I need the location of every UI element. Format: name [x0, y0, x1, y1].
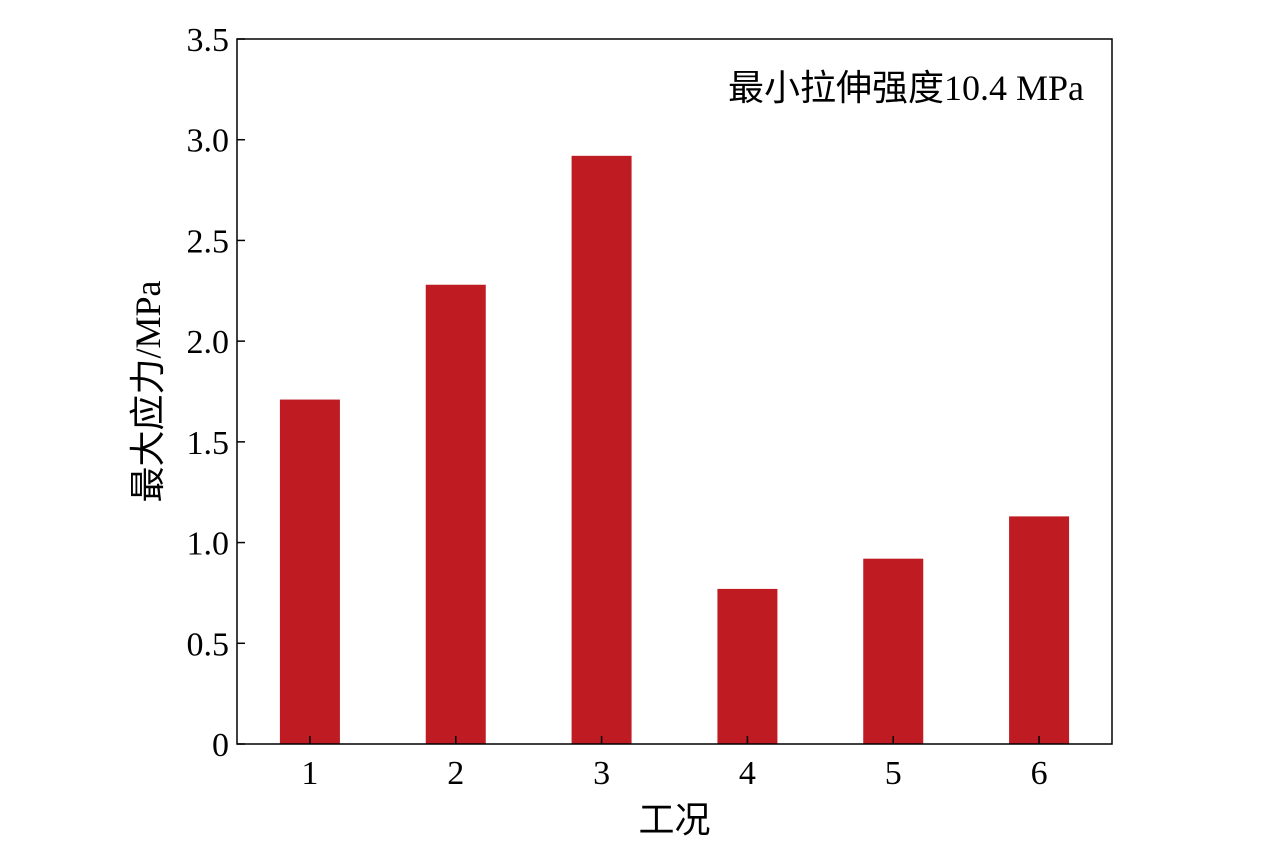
- x-tick-label: 5: [885, 755, 902, 792]
- plot-frame: [236, 38, 1113, 745]
- axes-layer: [236, 38, 1113, 745]
- annotation-min-tensile-strength: 最小拉伸强度10.4 MPa: [728, 68, 1084, 108]
- y-tick-label: 3.0: [187, 123, 230, 160]
- bars-layer: [279, 155, 1070, 744]
- labels-layer: 0 0.5 1.0 1.5 2.0 2.5 3.0 3.5 1 2 3 4 5 6 工况 最大应力/MPa 最小…: [128, 22, 1084, 840]
- x-tick-label: 4: [739, 755, 756, 792]
- bar-3: [571, 155, 632, 744]
- x-tick-label: 1: [301, 755, 318, 792]
- x-tick-label: 2: [447, 755, 464, 792]
- y-tick-label: 2.0: [187, 324, 230, 361]
- bar-5: [863, 558, 924, 744]
- y-tick-label: 1.0: [187, 526, 230, 563]
- x-tick-label: 6: [1031, 755, 1048, 792]
- y-tick-label: 3.5: [187, 22, 230, 59]
- bar-6: [1009, 516, 1070, 744]
- y-tick-label: 0.5: [187, 626, 230, 663]
- x-axis-label: 工况: [638, 800, 710, 840]
- bar-2: [425, 284, 486, 744]
- y-tick-label: 2.5: [187, 223, 230, 260]
- y-axis-label: 最大应力/MPa: [128, 280, 168, 502]
- y-tick-label: 1.5: [187, 425, 230, 462]
- y-tick-label: 0: [212, 727, 229, 764]
- x-tick-label: 3: [593, 755, 610, 792]
- bar-4: [717, 588, 778, 744]
- bar-1: [279, 399, 340, 744]
